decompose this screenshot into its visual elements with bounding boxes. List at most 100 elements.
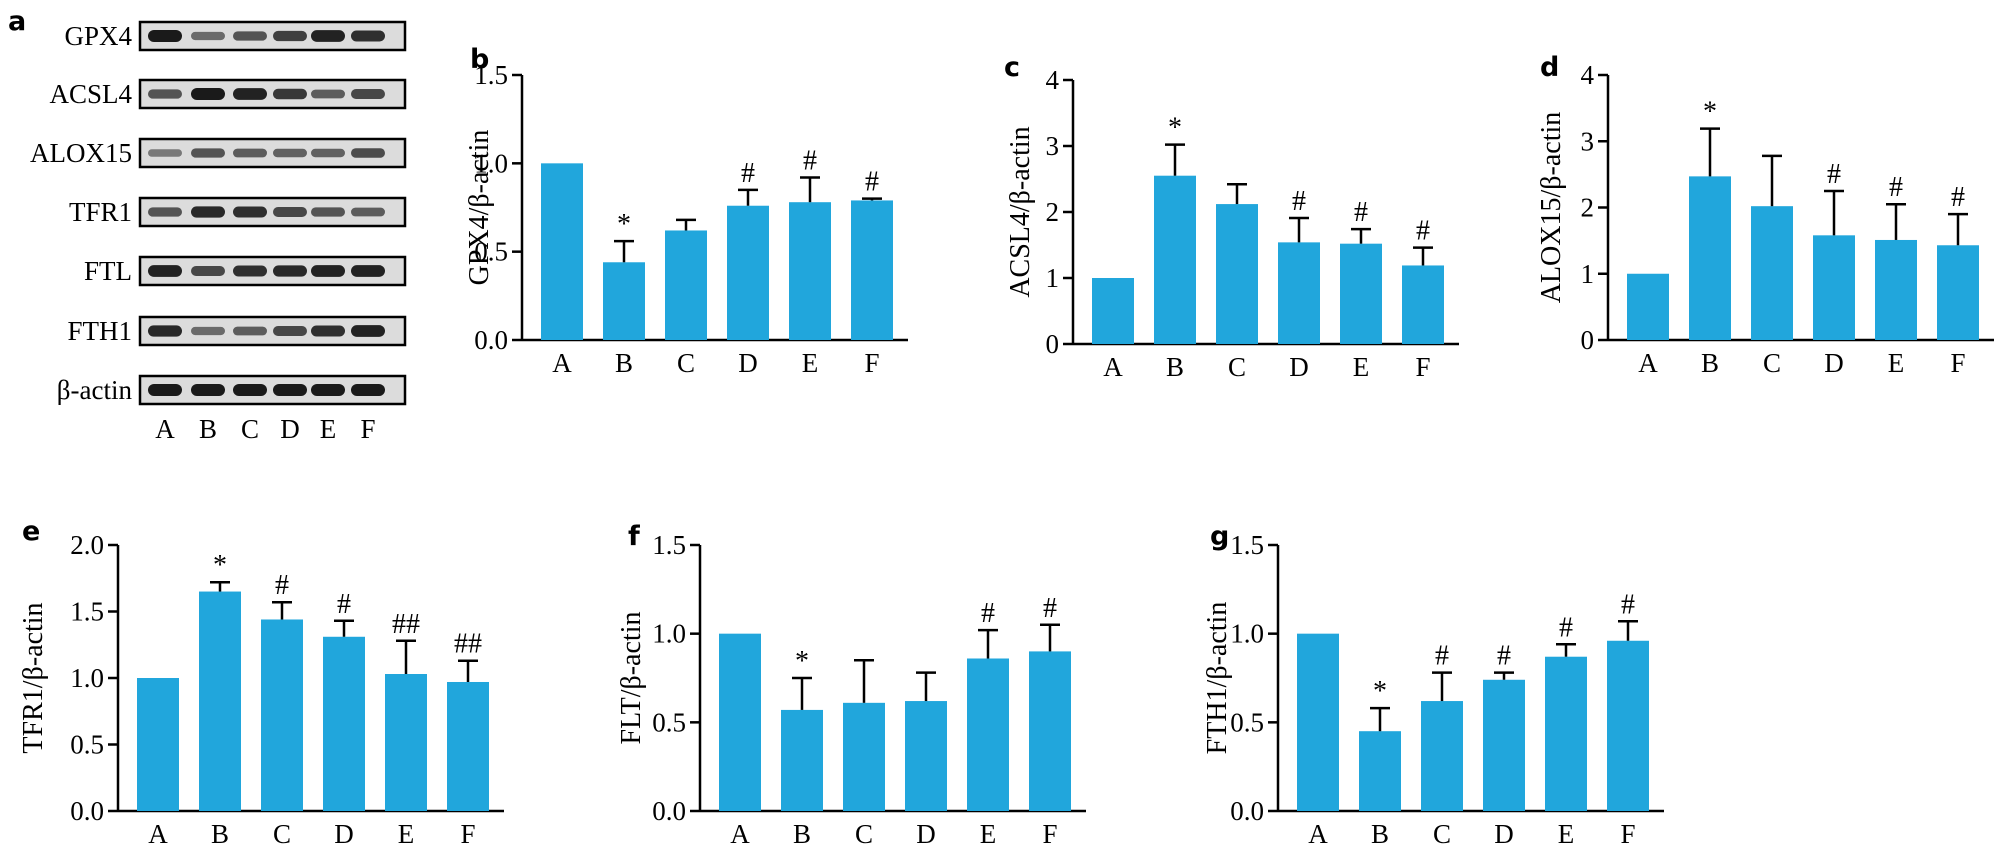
- bar-F: [1607, 640, 1649, 811]
- blot-band: [311, 325, 345, 337]
- x-tick-label: C: [1763, 348, 1781, 378]
- y-tick-label: 1: [1581, 259, 1595, 289]
- bar-C: [1421, 701, 1463, 811]
- x-tick-label: C: [1228, 352, 1246, 382]
- bar-A: [137, 678, 179, 811]
- y-tick-label: 2.0: [70, 530, 104, 560]
- bar-B: [781, 709, 823, 811]
- x-tick-label: E: [980, 819, 997, 849]
- y-tick-label: 0.0: [1230, 796, 1264, 826]
- blot-band: [148, 207, 182, 217]
- blot-row: FTL: [84, 255, 407, 287]
- blot-band: [351, 207, 385, 217]
- blot-band: [191, 206, 225, 218]
- bar-D: [323, 636, 365, 811]
- significance-marker: #: [741, 158, 755, 189]
- blot-band: [233, 384, 267, 396]
- blot-row: GPX4: [64, 20, 407, 52]
- blot-row: ALOX15: [30, 137, 407, 169]
- blot-band: [148, 265, 182, 277]
- significance-marker: #: [1354, 197, 1368, 228]
- y-axis-label: FTH1/β-actin: [1202, 602, 1233, 755]
- blot-band: [191, 148, 225, 158]
- y-tick-label: 0.0: [474, 325, 508, 355]
- significance-marker: *: [1168, 113, 1182, 144]
- bar-C: [665, 230, 707, 340]
- bar-E: [1875, 239, 1917, 340]
- y-tick-label: 3: [1581, 126, 1595, 156]
- y-tick-label: 0.0: [70, 796, 104, 826]
- x-tick-label: D: [334, 819, 354, 849]
- blot-band: [311, 89, 345, 99]
- blot-band: [233, 326, 267, 336]
- blot-row-label: FTL: [84, 256, 132, 286]
- panel-label-e: e: [22, 516, 40, 547]
- y-tick-label: 0: [1581, 325, 1595, 355]
- significance-marker: #: [1435, 641, 1449, 672]
- y-axis-label: ALOX15/β-actin: [1536, 112, 1567, 304]
- panel-label-b: b: [470, 44, 489, 75]
- blot-band: [191, 31, 225, 41]
- x-tick-label: F: [1950, 348, 1965, 378]
- chart-alox15: d 0 1 2 3 4 ALOX15/β-actin A * B C # D # E # F: [1536, 52, 1994, 378]
- significance-marker: ##: [392, 609, 420, 640]
- blot-band: [311, 384, 345, 396]
- y-axis-label: ACSL4/β-actin: [1005, 126, 1036, 297]
- blot-band: [351, 30, 385, 42]
- bar-D: [1813, 235, 1855, 340]
- significance-marker: ##: [454, 629, 482, 660]
- significance-marker: #: [337, 589, 351, 620]
- lane-label: C: [241, 414, 259, 444]
- x-tick-label: F: [1415, 352, 1430, 382]
- x-tick-label: C: [855, 819, 873, 849]
- bar-A: [1627, 273, 1669, 340]
- significance-marker: #: [1416, 216, 1430, 247]
- bar-E: [385, 674, 427, 811]
- chart-gpx4: b 0.0 0.5 1.0 1.5 GPX4/β-actin A * B C # D # E # F: [464, 44, 908, 378]
- x-tick-label: A: [1308, 819, 1328, 849]
- y-tick-label: 1.5: [1230, 530, 1264, 560]
- western-blot-panel: a GPX4 ACSL4 ALOX15 TFR1 FTL FTH1 β-actin A B C D E…: [8, 6, 407, 444]
- x-tick-label: F: [1620, 819, 1635, 849]
- x-tick-label: E: [1558, 819, 1575, 849]
- x-tick-label: A: [1103, 352, 1123, 382]
- y-tick-label: 1: [1046, 263, 1060, 293]
- significance-marker: *: [617, 209, 631, 240]
- bar-C: [1751, 206, 1793, 340]
- x-tick-label: C: [273, 819, 291, 849]
- blot-band: [311, 265, 345, 277]
- significance-marker: #: [981, 598, 995, 629]
- y-tick-label: 4: [1581, 60, 1595, 90]
- y-tick-label: 1.0: [474, 148, 508, 178]
- y-tick-label: 1.0: [1230, 619, 1264, 649]
- blot-band: [191, 326, 225, 336]
- bar-F: [447, 681, 489, 811]
- y-tick-label: 0.5: [652, 707, 686, 737]
- bar-E: [1545, 656, 1587, 811]
- y-tick-label: 2: [1046, 197, 1060, 227]
- blot-band: [311, 148, 345, 158]
- blot-band: [148, 30, 182, 42]
- x-tick-label: B: [793, 819, 811, 849]
- blot-row-label: ACSL4: [49, 79, 132, 109]
- x-tick-label: C: [677, 348, 695, 378]
- x-tick-label: A: [1638, 348, 1658, 378]
- bar-E: [1340, 243, 1382, 344]
- blot-band: [233, 206, 267, 218]
- bar-D: [1278, 242, 1320, 344]
- blot-band: [351, 325, 385, 337]
- x-tick-label: A: [148, 819, 168, 849]
- blot-band: [233, 88, 267, 100]
- bar-E: [967, 658, 1009, 811]
- blot-band: [273, 326, 307, 336]
- blot-band: [233, 265, 267, 277]
- bar-F: [1029, 651, 1071, 811]
- x-tick-label: D: [1494, 819, 1514, 849]
- y-tick-label: 0.5: [1230, 707, 1264, 737]
- bar-A: [1297, 633, 1339, 811]
- bar-A: [541, 163, 583, 340]
- bar-B: [1154, 175, 1196, 344]
- significance-marker: #: [803, 145, 817, 176]
- x-tick-label: B: [1166, 352, 1184, 382]
- blot-row: ACSL4: [49, 78, 407, 110]
